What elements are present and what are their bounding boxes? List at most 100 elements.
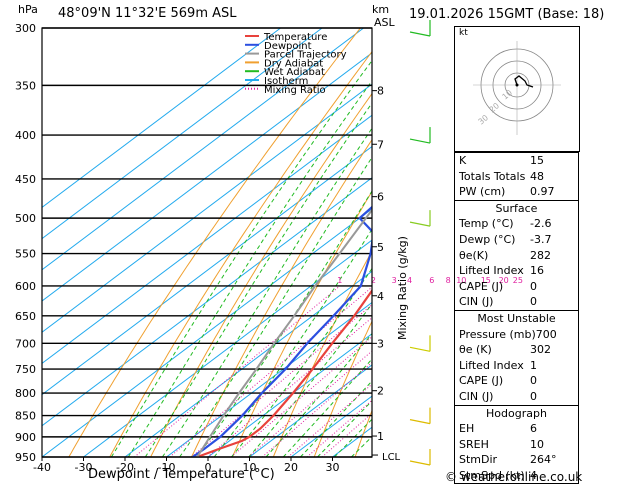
location-title: 48°09'N 11°32'E 569m ASL	[58, 6, 237, 21]
datetime-title: 19.01.2026 15GMT (Base: 18)	[409, 7, 605, 22]
index-surface-label: Lifted Index	[459, 264, 524, 278]
isotherm-line	[42, 145, 372, 396]
isotherm-line	[42, 208, 372, 457]
indices-hodograph-section: Hodograph EH 6 SREH 10 StmDir 264° StmSpd (kt)…	[455, 404, 578, 484]
index-surface-label: CAPE (J)	[459, 279, 504, 293]
mixing-ratio-labels: 1 2 3 4 6 8 10 15 20 25	[337, 276, 523, 285]
index-hodograph-row: SREH 10	[455, 437, 578, 453]
index-surface-row: CAPE (J) 0	[455, 279, 578, 295]
mixing-ratio-line	[287, 383, 372, 457]
index-most-unstable-label: Pressure (mb)	[459, 327, 536, 341]
dry-adiabat-line	[272, 249, 372, 457]
index-most-unstable-row: CIN (J) 0	[455, 389, 578, 405]
profiles	[191, 205, 372, 457]
x-tick-label: 0	[205, 461, 212, 474]
legend-label: Dry Adiabat	[264, 58, 323, 69]
indices-basic: K 15 Totals Totals 48 PW (cm) 0.97	[455, 153, 578, 200]
x-tick-label: 10	[243, 461, 257, 474]
index-surface-value: 16	[530, 264, 544, 278]
mixing-ratio-line	[306, 399, 372, 457]
index-most-unstable-row: Pressure (mb) 700	[455, 327, 578, 343]
parcel-trajectory-profile	[196, 208, 372, 457]
index-surface-row: Lifted Index 16	[455, 263, 578, 279]
pressure-tick-label: 800	[15, 387, 36, 400]
isotherm-line	[42, 177, 372, 427]
index-hodograph-label: StmDir	[459, 453, 498, 467]
legend-label: Parcel Trajectory	[264, 50, 347, 61]
index-basic-label: Totals Totals	[459, 169, 526, 183]
index-hodograph-label: SREH	[459, 437, 489, 451]
pressure-tick-label: 350	[15, 79, 36, 92]
km-tick-label: 3	[377, 337, 384, 350]
mixing-ratio-label: 3	[392, 276, 397, 285]
pressure-tick-label: 950	[15, 451, 36, 464]
wet-adiabat-line	[144, 102, 372, 457]
hodograph-ring-label-20: 20	[488, 101, 502, 114]
background-lines	[42, 28, 629, 457]
index-basic-row: PW (cm) 0.97	[455, 184, 578, 200]
index-surface-value: -2.6	[530, 217, 552, 231]
wet-adiabat-line	[161, 127, 372, 457]
km-tick-label: 1	[377, 430, 384, 443]
index-basic-label: K	[459, 154, 467, 167]
index-basic-value: 48	[530, 169, 544, 183]
pressure-tick-label: 500	[15, 212, 36, 225]
km-tick-label: 6	[377, 191, 384, 204]
index-hodograph-row: StmDir 264°	[455, 452, 578, 468]
dewpoint-profile	[191, 205, 372, 457]
index-most-unstable-row: θe (K) 302	[455, 342, 578, 358]
pressure-tick-label: 400	[15, 129, 36, 142]
index-most-unstable-label: CAPE (J)	[459, 374, 504, 388]
index-basic-row: Totals Totals 48	[455, 169, 578, 185]
wind-barb	[409, 460, 431, 466]
mixing-ratio-axis-title: Mixing Ratio (g/kg)	[396, 236, 409, 340]
x-tick-label: -30	[75, 461, 93, 474]
km-tick-label: 7	[377, 138, 384, 151]
pressure-tick-label: 900	[15, 431, 36, 444]
km-tick-label: 2	[377, 385, 384, 398]
hodograph-ring-label-30: 30	[477, 113, 491, 126]
height-unit-label-asl: ASL	[374, 16, 395, 29]
wind-barb	[409, 346, 431, 352]
index-basic-value: 15	[530, 154, 544, 167]
dry-adiabat-line	[231, 190, 372, 457]
pressure-tick-label: 450	[15, 173, 36, 186]
mixing-ratio-label: 20	[499, 276, 509, 285]
pressure-tick-label: 700	[15, 337, 36, 350]
hodograph-plot: 10 20 30	[473, 41, 561, 135]
credit-text: © weatheronline.co.uk	[445, 470, 583, 484]
hodograph-ring-label-10: 10	[501, 88, 515, 101]
surface-heading: Surface	[495, 201, 538, 215]
x-tick-label: -10	[158, 461, 176, 474]
pressure-unit-label: hPa	[18, 3, 38, 16]
height-unit-label: km	[372, 3, 390, 16]
index-most-unstable-row: CAPE (J) 0	[455, 373, 578, 389]
index-basic-value: 0.97	[530, 185, 555, 199]
mixing-ratio-line	[169, 286, 372, 457]
index-surface-value: 0	[530, 295, 537, 309]
isotherm-line	[249, 364, 372, 457]
index-most-unstable-label: θe (K)	[459, 343, 492, 357]
isotherm-line	[42, 28, 281, 209]
wind-barb	[409, 138, 431, 144]
pressure-tick-label: 550	[15, 248, 36, 261]
index-most-unstable-value: 1	[530, 358, 537, 372]
pressure-tick-label: 650	[15, 310, 36, 323]
hodograph-unit-label: kt	[459, 28, 468, 38]
index-surface-value: 0	[530, 279, 537, 293]
dry-adiabat-line	[601, 28, 629, 457]
legend-label: Dewpoint	[264, 41, 312, 52]
index-hodograph-row: EH 6	[455, 421, 578, 437]
index-surface-value: 282	[530, 248, 551, 262]
pressure-tick-label: 300	[15, 22, 36, 35]
isotherm-line	[42, 83, 372, 333]
mixing-ratio-line	[191, 304, 372, 457]
mixing-ratio-label: 6	[429, 276, 434, 285]
isotherm-line	[42, 52, 372, 302]
pressure-tick-label: 750	[15, 363, 36, 376]
isotherm-line	[42, 28, 364, 271]
mixing-ratio-label: 1	[337, 276, 342, 285]
index-surface-value: -3.7	[530, 232, 552, 246]
